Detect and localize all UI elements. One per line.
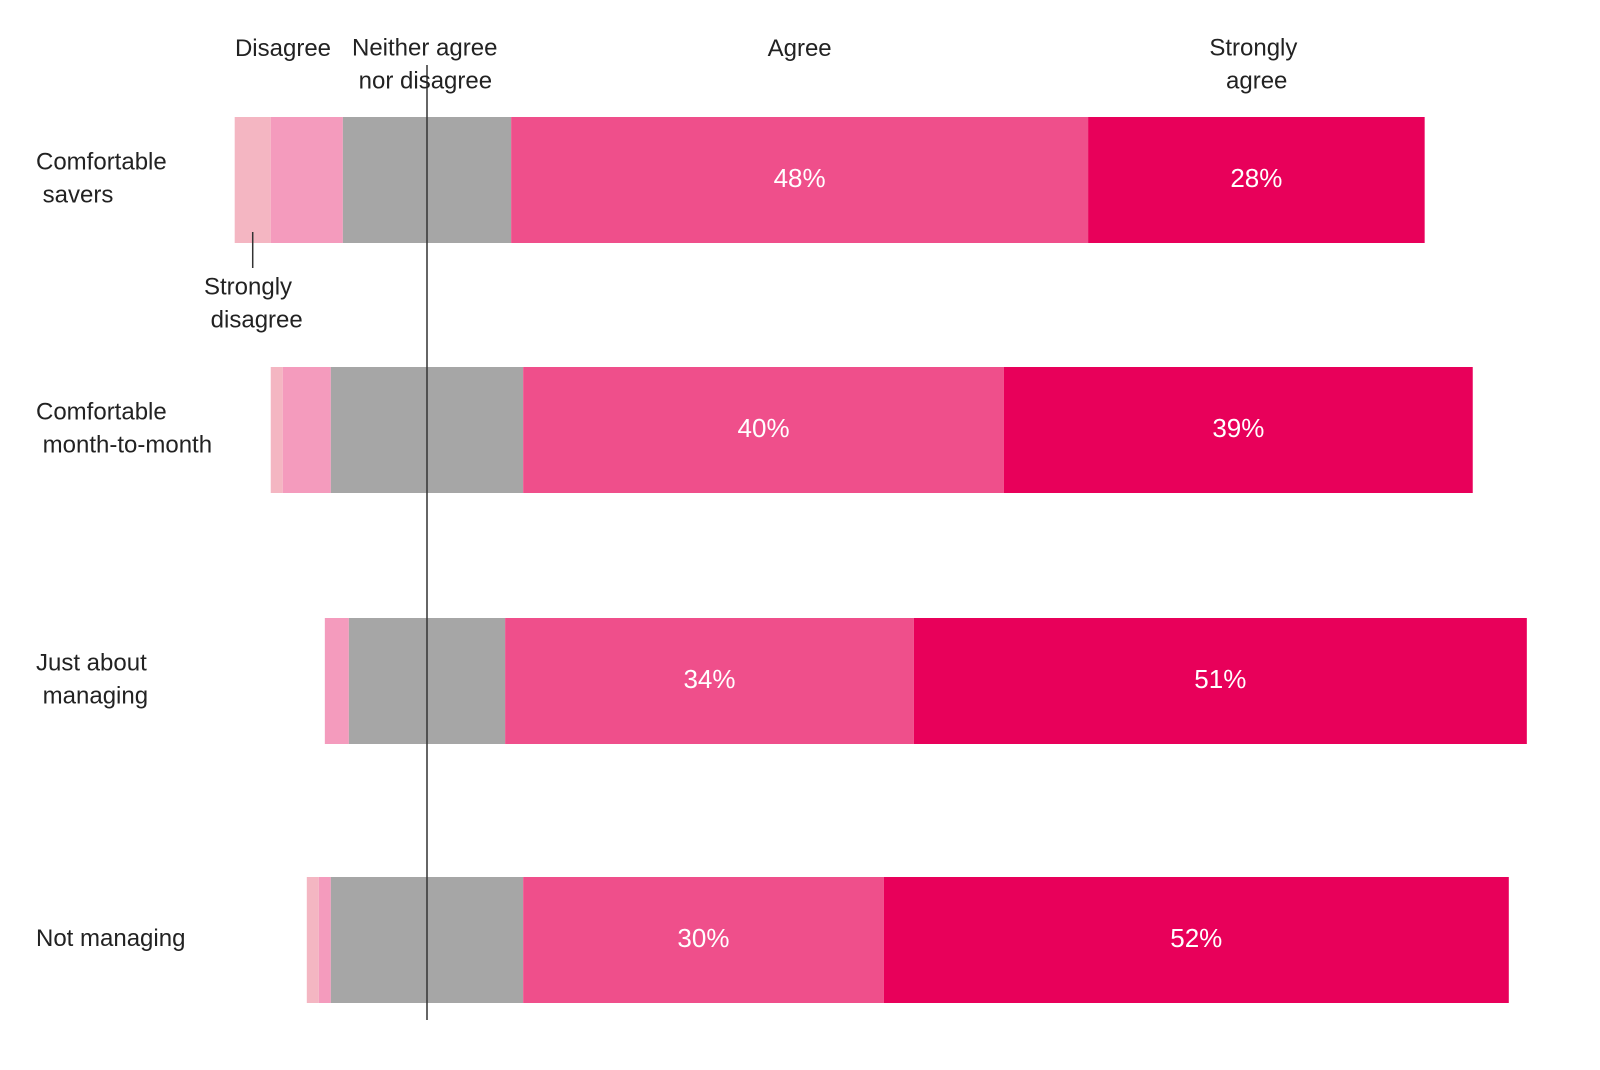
legend-label: Strongly agree (1209, 35, 1297, 95)
legend-label: Strongly disagree (204, 274, 303, 334)
bar-segment (883, 877, 1509, 1003)
category-label: Comfortable savers (36, 149, 167, 209)
bar-segment (913, 618, 1527, 744)
value-label: 28% (1230, 163, 1282, 193)
value-label: 40% (738, 413, 790, 443)
bar-segment (523, 877, 884, 1003)
bar-segment (318, 877, 331, 1003)
category-label: Not managing (36, 925, 185, 952)
legend-label: Neither agree nor disagree (352, 35, 497, 95)
legend-label: Disagree (235, 35, 331, 62)
value-label: 48% (774, 163, 826, 193)
bar-segment (270, 367, 283, 493)
bar-segment (234, 117, 271, 243)
bars (234, 117, 1527, 1003)
bar-segment (505, 618, 914, 744)
category-label: Comfortable month-to-month (36, 399, 212, 459)
bar-segment (511, 117, 1089, 243)
bar-segment (523, 367, 1004, 493)
bar-segment (282, 367, 331, 493)
value-label: 39% (1212, 413, 1264, 443)
value-label: 34% (683, 664, 735, 694)
bar-segment (1003, 367, 1473, 493)
value-label: 51% (1194, 664, 1246, 694)
bar-segment (306, 877, 319, 1003)
bar-segment (324, 618, 349, 744)
value-label: 52% (1170, 923, 1222, 953)
legend-label: Agree (768, 35, 832, 62)
category-label: Just about managing (36, 650, 148, 710)
bar-segment (270, 117, 343, 243)
value-label: 30% (677, 923, 729, 953)
bar-segment (1088, 117, 1425, 243)
